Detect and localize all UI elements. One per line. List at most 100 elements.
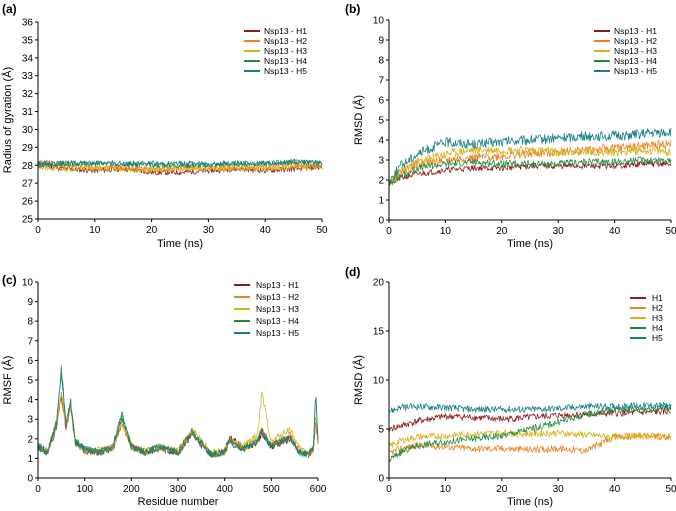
x-tick-label: 20 [496, 226, 508, 237]
legend-label-h3: Nsp13 - H3 [264, 46, 307, 56]
legend-label-h2: Nsp13 - H2 [264, 36, 307, 46]
legend-label-h1: Nsp13 - H1 [256, 280, 299, 290]
y-tick-label: 0 [27, 474, 33, 485]
x-tick-label: 10 [440, 484, 452, 495]
y-tick-label: 10 [22, 278, 34, 289]
panel-d-y-label: RMSD (Å) [352, 355, 365, 405]
x-tick-label: 20 [496, 484, 508, 495]
legend-label-h5: Nsp13 - H5 [264, 66, 307, 76]
x-tick-label: 600 [310, 484, 327, 495]
x-tick-label: 40 [609, 484, 621, 495]
y-tick-label: 30 [22, 125, 34, 136]
x-tick-label: 50 [665, 484, 676, 495]
panel-a-legend: Nsp13 - H1 Nsp13 - H2 Nsp13 - H3 Nsp13 -… [244, 26, 307, 76]
y-tick-label: 6 [378, 96, 384, 107]
series-line-h2 [388, 140, 672, 186]
panel-c: (c) 0 1 2 3 4 5 6 7 8 9 10 0 100 200 300 400 500 600 Res… [1, 273, 327, 508]
y-tick-label: 34 [22, 53, 34, 64]
legend-label-h4: Nsp13 - H4 [256, 316, 299, 326]
y-tick-label: 4 [378, 136, 384, 147]
x-tick-label: 0 [386, 484, 392, 495]
y-tick-label: 15 [373, 327, 385, 338]
series-line-h3 [388, 429, 672, 448]
y-tick-label: 10 [373, 376, 385, 387]
y-tick-label: 8 [27, 317, 33, 328]
y-tick-label: 7 [27, 336, 33, 347]
x-tick-label: 100 [76, 484, 93, 495]
y-tick-label: 4 [27, 395, 33, 406]
panel-c-y-label: RMSF (Å) [1, 356, 14, 405]
panel-d-x-label: Time (ns) [507, 496, 553, 508]
series-line-h5 [388, 401, 672, 413]
y-tick-label: 27 [22, 179, 34, 190]
series-line-h5 [37, 158, 323, 167]
x-tick-label: 300 [170, 484, 187, 495]
panel-a-label: (a) [2, 2, 17, 16]
panel-d-plot [388, 401, 672, 462]
x-tick-label: 50 [316, 225, 328, 236]
legend-label-h3: Nsp13 - H3 [614, 46, 657, 56]
legend-label-h4: Nsp13 - H4 [264, 56, 307, 66]
x-tick-label: 40 [609, 226, 621, 237]
panel-b-legend: Nsp13 - H1 Nsp13 - H2 Nsp13 - H3 Nsp13 -… [594, 26, 657, 76]
y-tick-label: 5 [27, 376, 33, 387]
panel-c-label: (c) [2, 273, 17, 287]
panel-a-x-ticks: 0 10 20 30 40 50 [35, 219, 328, 236]
y-tick-label: 31 [22, 107, 34, 118]
legend-label-h4: H4 [652, 323, 663, 333]
series-line-h4 [388, 156, 672, 186]
legend-label-h2: H2 [652, 303, 663, 313]
legend-label-h5: H5 [652, 333, 663, 343]
y-tick-label: 33 [22, 71, 34, 82]
panel-b: (b) 0 1 2 3 4 5 6 7 8 9 10 0 10 20 30 40 50 Time (ns) R… [345, 2, 676, 250]
y-tick-label: 20 [373, 278, 385, 289]
y-tick-label: 29 [22, 143, 34, 154]
x-tick-label: 40 [260, 225, 272, 236]
y-tick-label: 0 [378, 474, 384, 485]
series-line-h3 [388, 145, 672, 182]
y-tick-label: 3 [378, 156, 384, 167]
legend-label-h1: H1 [652, 293, 663, 303]
legend-label-h3: H3 [652, 313, 663, 323]
y-tick-label: 35 [22, 35, 34, 46]
y-tick-label: 5 [378, 425, 384, 436]
y-tick-label: 0 [378, 216, 384, 227]
panel-b-y-label: RMSD (Å) [352, 95, 365, 145]
panel-a-y-ticks: 25 26 27 28 29 30 31 32 33 34 35 36 [22, 18, 38, 226]
legend-label-h5: Nsp13 - H5 [614, 66, 657, 76]
y-tick-label: 1 [27, 454, 33, 465]
y-tick-label: 5 [378, 116, 384, 127]
panel-d-label: (d) [345, 265, 360, 279]
y-tick-label: 9 [27, 297, 33, 308]
y-tick-label: 28 [22, 161, 34, 172]
y-tick-label: 6 [27, 356, 33, 367]
panel-c-x-label: Residue number [138, 496, 219, 508]
x-tick-label: 10 [440, 226, 452, 237]
panel-d-y-ticks: 0 5 10 15 20 [373, 278, 389, 485]
series-line-h1 [388, 160, 672, 186]
panel-d: (d) 0 5 10 15 20 0 10 20 30 40 50 Time (ns) RMSD … [345, 265, 676, 508]
y-tick-label: 10 [373, 16, 385, 27]
panel-a-y-label: Radius of gyration (Å) [1, 67, 14, 173]
y-tick-label: 32 [22, 89, 34, 100]
y-tick-label: 7 [378, 76, 384, 87]
panel-b-x-label: Time (ns) [507, 238, 553, 250]
x-tick-label: 400 [216, 484, 233, 495]
y-tick-label: 36 [22, 18, 34, 29]
x-tick-label: 0 [35, 225, 41, 236]
panel-c-legend: Nsp13 - H1 Nsp13 - H2 Nsp13 - H3 Nsp13 -… [234, 280, 299, 338]
panel-a-plot [37, 158, 323, 176]
y-tick-label: 1 [378, 196, 384, 207]
y-tick-label: 26 [22, 197, 34, 208]
x-tick-label: 500 [263, 484, 280, 495]
legend-label-h2: Nsp13 - H2 [614, 36, 657, 46]
panel-a-x-label: Time (ns) [157, 238, 203, 250]
legend-label-h4: Nsp13 - H4 [614, 56, 657, 66]
series-line-h5 [388, 127, 672, 185]
x-tick-label: 50 [665, 226, 676, 237]
y-tick-label: 25 [22, 215, 34, 226]
x-tick-label: 0 [35, 484, 41, 495]
panel-b-plot [388, 127, 672, 186]
series-line-h5 [37, 374, 319, 458]
y-tick-label: 9 [378, 36, 384, 47]
